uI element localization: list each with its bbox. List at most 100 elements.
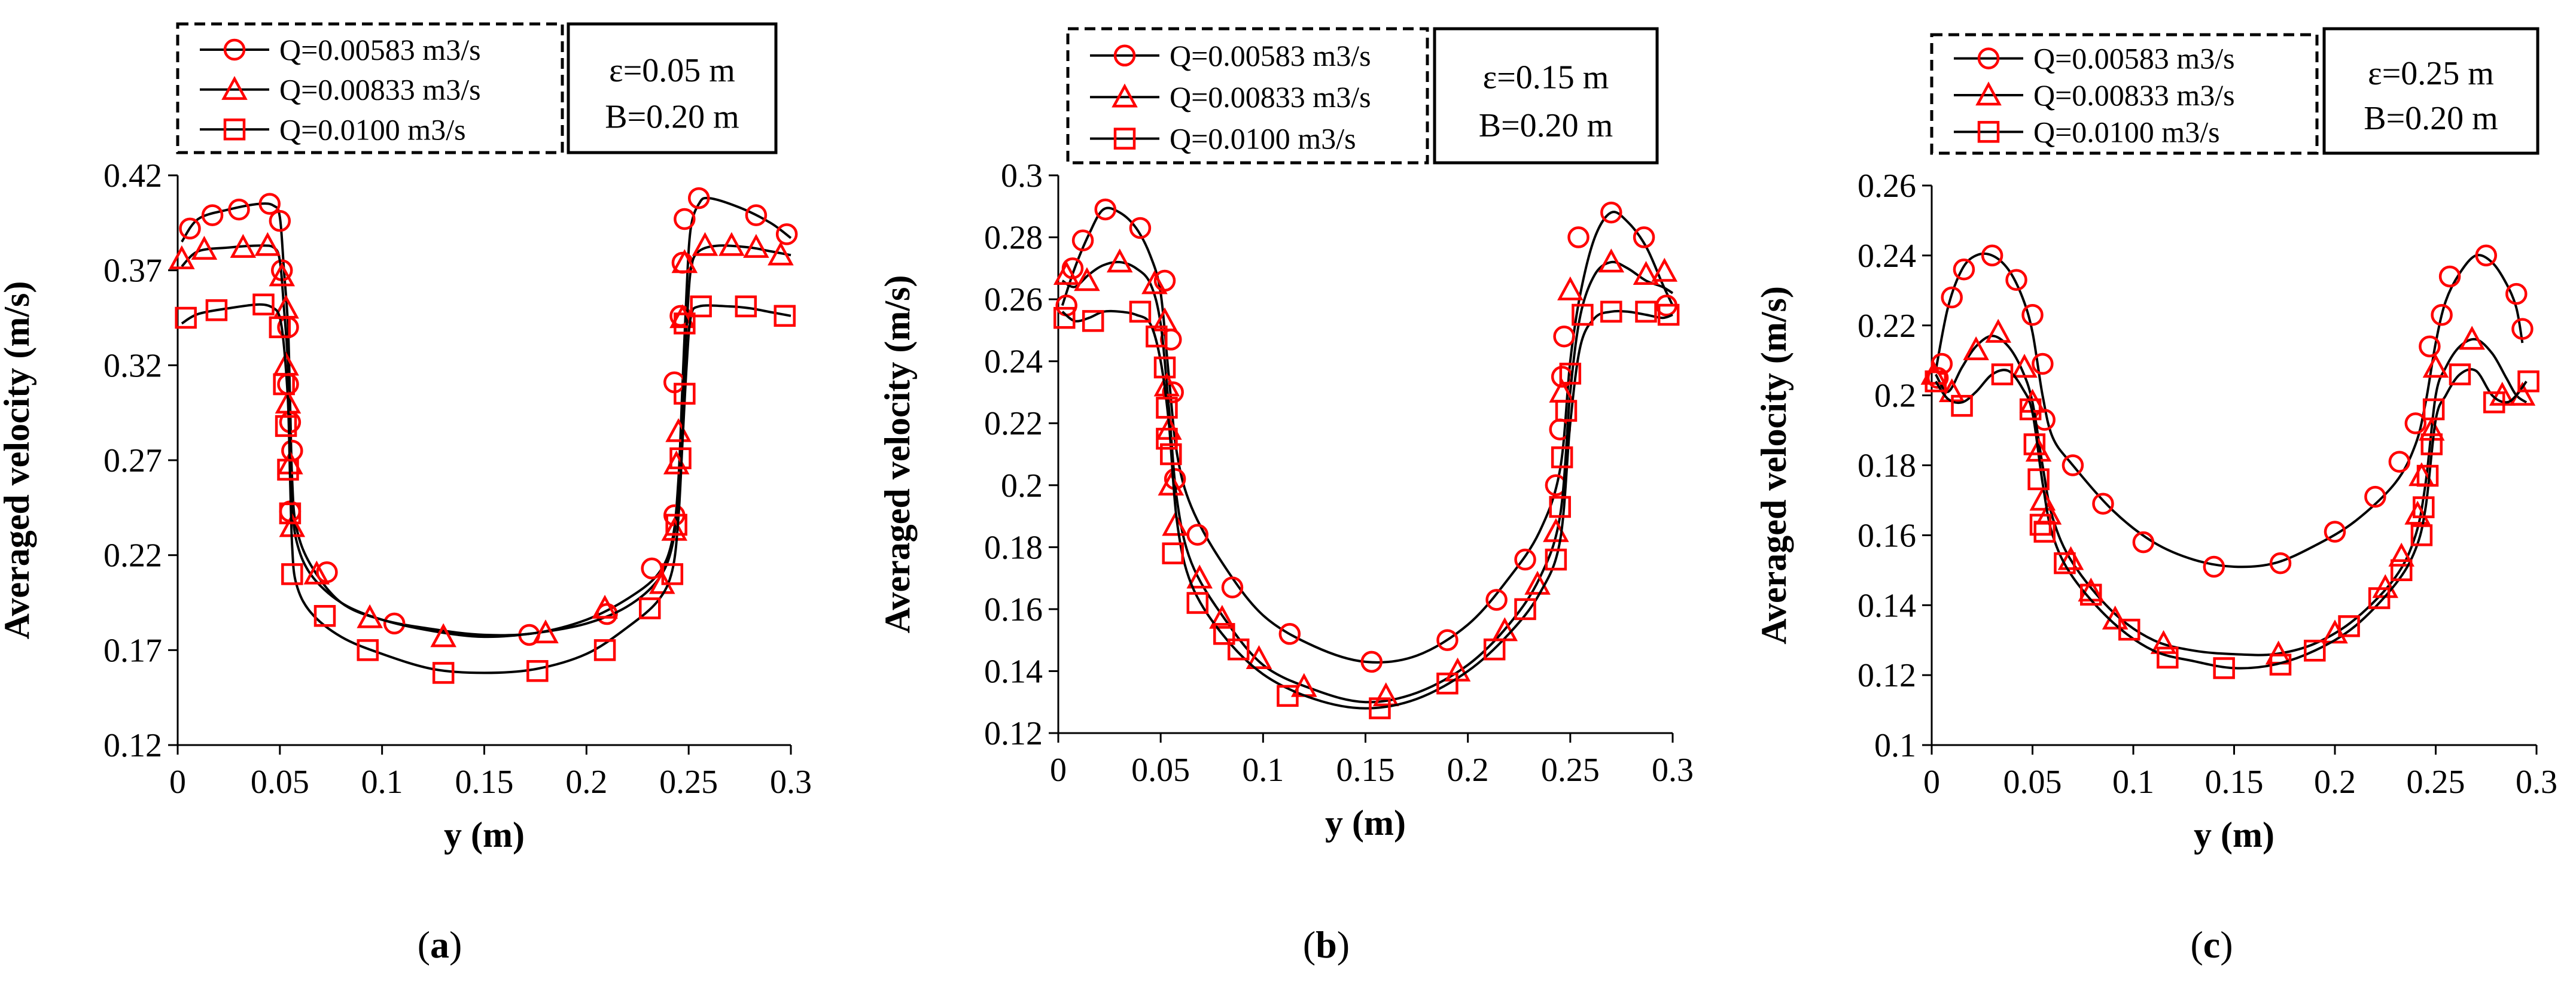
data-point-circle xyxy=(2364,485,2386,508)
data-point-triangle xyxy=(254,232,281,256)
data-point-square xyxy=(1277,685,1299,707)
series-1 xyxy=(1926,244,2534,578)
caption-paren: ) xyxy=(449,923,462,966)
caption-paren: ( xyxy=(2190,923,2203,966)
data-point-triangle xyxy=(718,232,745,256)
data-point-circle xyxy=(1981,244,2003,267)
y-tick-label: 0.16 xyxy=(1858,517,1916,554)
data-point-triangle xyxy=(1633,260,1660,285)
y-tick-label: 0.28 xyxy=(984,220,1043,257)
data-point-triangle xyxy=(1162,512,1188,536)
data-point-square xyxy=(1156,397,1178,419)
data-point-square xyxy=(357,639,379,661)
data-point-circle xyxy=(2132,531,2155,554)
legend-triangle-icon xyxy=(1112,83,1138,108)
legend-label: Q=0.00583 m3/s xyxy=(279,33,481,66)
data-point-circle xyxy=(1094,198,1116,221)
data-point-triangle xyxy=(1246,645,1272,669)
data-point-circle xyxy=(1485,589,1508,611)
data-point-circle xyxy=(2404,412,2427,434)
y-tick-label: 0.26 xyxy=(984,281,1043,318)
data-point-square xyxy=(2338,615,2360,637)
series-1 xyxy=(1055,198,1677,673)
data-point-triangle xyxy=(1209,604,1235,629)
data-point-triangle xyxy=(2029,487,2056,511)
x-tick-label: 0.2 xyxy=(1447,752,1489,789)
data-point-square xyxy=(2027,468,2050,491)
data-point-circle xyxy=(2419,335,2441,358)
data-point-square xyxy=(669,447,692,470)
panel-b: 0.12 0.14 0.16 0.18 0.2 0.22 0.24 0.26 0.28 0.3 0 0… xyxy=(878,27,1694,966)
data-point-square xyxy=(1369,697,1391,719)
x-tick-label: 0.25 xyxy=(2407,764,2465,801)
data-point-square xyxy=(1545,548,1567,571)
data-point-circle xyxy=(228,198,250,221)
data-point-square xyxy=(2033,521,2056,543)
data-point-triangle xyxy=(1963,336,1989,360)
panel-c: 0.1 0.12 0.14 0.16 0.18 0.2 0.22 0.24 0.26 0 0.05 0… xyxy=(1754,27,2557,966)
data-point-square xyxy=(1951,394,1973,417)
x-tick-label: 0.15 xyxy=(2205,764,2264,801)
data-point-square xyxy=(1514,598,1536,621)
y-tick-label: 0.42 xyxy=(103,157,162,194)
data-point-square xyxy=(2213,657,2235,679)
data-point-square xyxy=(1186,592,1209,614)
data-point-circle xyxy=(2511,318,2534,340)
data-point-triangle xyxy=(191,236,218,260)
y-tick-label: 0.12 xyxy=(984,715,1043,752)
data-point-triangle xyxy=(2418,417,2445,441)
x-tick-label: 0.3 xyxy=(1652,752,1694,789)
data-point-circle xyxy=(1600,201,1622,224)
data-point-square xyxy=(774,305,796,327)
data-point-square xyxy=(2118,618,2140,641)
data-point-square xyxy=(2483,391,2505,414)
data-point-circle xyxy=(2388,451,2411,473)
legend-square-icon xyxy=(1977,121,2000,143)
data-point-circle xyxy=(1162,381,1184,403)
legend-label: Q=0.0100 m3/s xyxy=(2033,115,2220,148)
y-tick-label: 0.17 xyxy=(103,632,162,669)
parameter-text: ε=0.15 m xyxy=(1483,59,1609,96)
y-tick-label: 0.14 xyxy=(1858,587,1916,624)
x-tick-label: 0.1 xyxy=(1242,752,1284,789)
data-point-square xyxy=(1925,370,1947,393)
legend-label: Q=0.00833 m3/s xyxy=(279,73,481,107)
x-tick-label: 0.05 xyxy=(251,764,309,801)
data-point-square xyxy=(1146,325,1168,348)
data-point-triangle xyxy=(743,233,769,258)
data-point-triangle xyxy=(669,304,696,329)
x-axis-label: y (m) xyxy=(1325,803,1406,843)
data-point-triangle xyxy=(2489,381,2516,406)
panel-a: 0.12 0.17 0.22 0.27 0.32 0.37 0.42 0 0.05 0.1 0.15… xyxy=(0,22,812,966)
data-point-square xyxy=(269,316,291,339)
x-tick-label: 0.3 xyxy=(2516,764,2557,801)
data-point-square xyxy=(2390,559,2413,582)
series-line xyxy=(181,196,792,637)
data-point-triangle xyxy=(661,516,688,541)
data-point-circle xyxy=(1278,623,1301,645)
data-point-circle xyxy=(688,187,710,209)
data-point-circle xyxy=(383,612,406,635)
y-tick-label: 0.2 xyxy=(1001,467,1043,504)
y-tick-label: 0.24 xyxy=(984,344,1043,381)
data-point-circle xyxy=(2021,303,2044,326)
legend-label: Q=0.0100 m3/s xyxy=(1170,122,1356,156)
legend-triangle-icon xyxy=(221,75,248,100)
data-point-triangle xyxy=(663,450,690,475)
data-point-triangle xyxy=(1141,270,1168,294)
data-point-circle xyxy=(2092,493,2114,515)
data-point-triangle xyxy=(1598,248,1625,273)
legend-box xyxy=(1066,27,1429,165)
series-2 xyxy=(1920,318,2536,665)
y-tick-label: 0.22 xyxy=(103,537,162,575)
data-point-circle xyxy=(1941,286,1963,309)
parameter-box xyxy=(1433,27,1659,165)
data-point-circle xyxy=(2203,555,2225,578)
series-3 xyxy=(175,293,796,684)
series-1 xyxy=(179,187,798,646)
data-point-triangle xyxy=(1186,564,1213,589)
data-point-triangle xyxy=(2150,630,2177,654)
x-tick-label: 0.25 xyxy=(1541,752,1600,789)
y-tick-label: 0.27 xyxy=(103,442,162,479)
x-axis-label: y (m) xyxy=(2194,815,2274,855)
